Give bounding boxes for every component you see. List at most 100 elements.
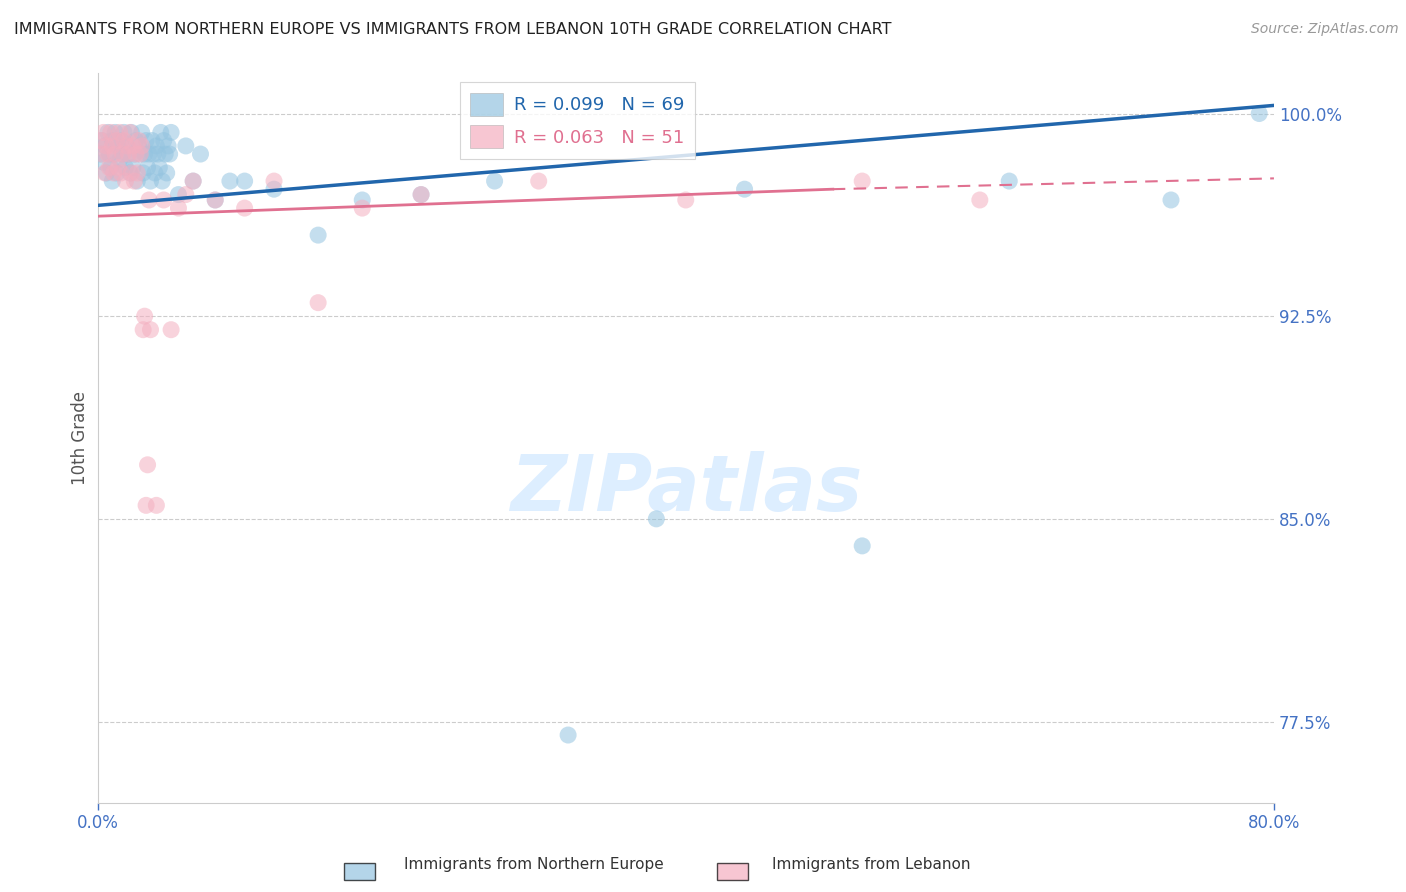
Point	[129, 147, 152, 161]
Point	[101, 134, 124, 148]
Point	[121, 161, 143, 175]
Point	[557, 728, 579, 742]
Point	[124, 147, 146, 161]
Point	[132, 166, 155, 180]
Point	[117, 147, 139, 161]
Point	[125, 134, 148, 148]
Point	[152, 134, 174, 148]
Point	[233, 174, 256, 188]
Point	[101, 139, 124, 153]
Point	[115, 139, 138, 153]
Point	[117, 147, 139, 161]
Point	[1249, 106, 1271, 120]
Point	[851, 174, 873, 188]
Point	[128, 139, 150, 153]
Point	[100, 161, 122, 175]
Point	[128, 134, 150, 148]
Point	[127, 166, 149, 180]
Point	[131, 125, 153, 139]
Point	[105, 134, 128, 148]
Point	[174, 139, 197, 153]
Text: Source: ZipAtlas.com: Source: ZipAtlas.com	[1251, 22, 1399, 37]
Point	[143, 166, 166, 180]
Point	[129, 147, 152, 161]
Point	[115, 139, 138, 153]
Point	[105, 166, 128, 180]
Point	[125, 147, 148, 161]
Point	[204, 193, 226, 207]
Point	[851, 539, 873, 553]
Point	[150, 174, 173, 188]
Point	[103, 166, 125, 180]
Point	[104, 125, 127, 139]
Point	[352, 201, 374, 215]
Point	[219, 174, 242, 188]
Point	[484, 174, 506, 188]
Point	[149, 125, 172, 139]
Point	[157, 139, 180, 153]
Point	[120, 166, 142, 180]
Point	[233, 201, 256, 215]
Point	[969, 193, 991, 207]
Point	[108, 125, 131, 139]
Point	[93, 125, 115, 139]
Point	[352, 193, 374, 207]
Point	[174, 187, 197, 202]
Point	[645, 512, 668, 526]
Point	[307, 228, 329, 243]
Point	[132, 323, 155, 337]
Legend: R = 0.099   N = 69, R = 0.063   N = 51: R = 0.099 N = 69, R = 0.063 N = 51	[460, 82, 695, 159]
Point	[139, 174, 162, 188]
Point	[107, 161, 129, 175]
Point	[136, 458, 159, 472]
Point	[111, 147, 134, 161]
Point	[134, 309, 156, 323]
Point	[89, 147, 111, 161]
Point	[190, 147, 212, 161]
Point	[160, 323, 183, 337]
Point	[527, 174, 550, 188]
Point	[145, 139, 167, 153]
Point	[96, 139, 118, 153]
Point	[167, 201, 190, 215]
Point	[734, 182, 756, 196]
Point	[159, 147, 181, 161]
Point	[114, 174, 136, 188]
Point	[107, 139, 129, 153]
Point	[156, 166, 179, 180]
Text: ZIPatlas: ZIPatlas	[509, 450, 862, 527]
Point	[111, 147, 134, 161]
Text: Immigrants from Lebanon: Immigrants from Lebanon	[772, 857, 972, 872]
Point	[263, 174, 285, 188]
Point	[1160, 193, 1182, 207]
Point	[97, 147, 120, 161]
Point	[135, 499, 157, 513]
Point	[167, 187, 190, 202]
Point	[110, 166, 132, 180]
Point	[134, 147, 156, 161]
Point	[181, 174, 204, 188]
Point	[118, 125, 141, 139]
Point	[127, 174, 149, 188]
Point	[110, 134, 132, 148]
Point	[142, 147, 165, 161]
Text: IMMIGRANTS FROM NORTHERN EUROPE VS IMMIGRANTS FROM LEBANON 10TH GRADE CORRELATIO: IMMIGRANTS FROM NORTHERN EUROPE VS IMMIG…	[14, 22, 891, 37]
Point	[104, 147, 127, 161]
Point	[307, 295, 329, 310]
Point	[409, 187, 432, 202]
Point	[89, 134, 111, 148]
Point	[98, 147, 121, 161]
Point	[145, 499, 167, 513]
Point	[120, 125, 142, 139]
Point	[204, 193, 226, 207]
Point	[100, 125, 122, 139]
Text: Immigrants from Northern Europe: Immigrants from Northern Europe	[405, 857, 664, 872]
Point	[96, 166, 118, 180]
Point	[263, 182, 285, 196]
Point	[148, 161, 170, 175]
Point	[146, 147, 169, 161]
Point	[131, 139, 153, 153]
Point	[139, 323, 162, 337]
Point	[112, 134, 135, 148]
Y-axis label: 10th Grade: 10th Grade	[72, 391, 89, 484]
